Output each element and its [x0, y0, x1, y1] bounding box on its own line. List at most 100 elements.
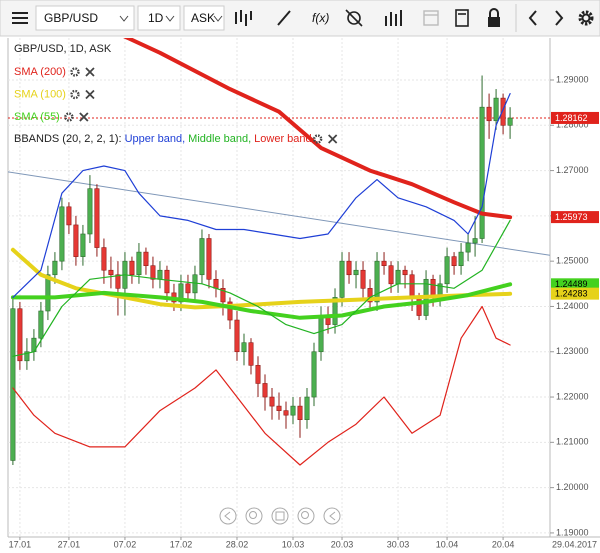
zoom-reset-button[interactable]	[271, 507, 289, 525]
y-tick-label: 1.21000	[556, 437, 589, 447]
arrow-icons	[224, 511, 336, 521]
indicator-line	[10, 282, 513, 320]
x-tick-label: 27.01	[58, 539, 81, 549]
symbol-select[interactable]	[35, 5, 135, 31]
symbol-label: GBP/USD	[44, 11, 98, 25]
candle-body	[297, 405, 303, 420]
settings-button[interactable]	[578, 10, 594, 26]
plot-area	[8, 38, 550, 466]
x-tick-label: 28.02	[226, 539, 249, 549]
candle-body	[213, 278, 219, 289]
candle-body	[136, 251, 142, 276]
legend-controls	[312, 134, 338, 144]
last-date: 29.04.2017	[552, 539, 597, 549]
indicator-line	[12, 305, 511, 466]
candle-body	[402, 269, 408, 276]
settings-icon[interactable]	[70, 67, 80, 77]
candle-body	[66, 206, 72, 226]
candle-body	[388, 265, 394, 285]
candle-body	[465, 242, 471, 253]
price-label: 1.25973	[555, 212, 588, 222]
candle-body	[479, 106, 485, 239]
price-label: 1.28162	[555, 113, 588, 123]
indicator-line	[12, 93, 511, 298]
legend: GBP/USD, 1D, ASK SMA (200) SMA (100) SMA (…	[14, 43, 338, 145]
remove-icon[interactable]	[79, 112, 89, 122]
candle-body	[360, 269, 366, 289]
zoom-in-button[interactable]	[297, 507, 315, 525]
indicators-button[interactable]: f(x)	[312, 11, 329, 25]
back-button[interactable]	[528, 10, 537, 26]
settings-icon[interactable]	[312, 134, 323, 144]
calendar-button[interactable]	[423, 10, 439, 26]
candle-body	[500, 97, 506, 126]
legend-entry: Upper band,	[125, 133, 186, 145]
candle-body	[10, 308, 16, 461]
candle-body	[444, 256, 450, 285]
y-tick-label: 1.27000	[556, 165, 589, 175]
candle-body	[290, 405, 296, 416]
candle-body	[255, 365, 261, 384]
remove-icon-stroke	[328, 134, 338, 144]
candle-body	[458, 251, 464, 266]
candle-body	[262, 383, 268, 398]
scroll-left-button[interactable]	[219, 507, 237, 525]
chart-type-button[interactable]	[235, 10, 252, 26]
y-tick-label: 1.20000	[556, 482, 589, 492]
candle-body	[234, 319, 240, 353]
dropdown-caret	[213, 15, 223, 22]
volume-button[interactable]	[385, 10, 402, 26]
legend-controls	[70, 89, 95, 100]
candle-body	[248, 342, 254, 366]
zoom-out-button[interactable]	[245, 507, 263, 525]
candle-body	[304, 396, 310, 420]
candle-body	[395, 269, 401, 285]
zoom-controls	[219, 507, 341, 525]
candle-body	[80, 233, 86, 257]
candle-body	[367, 288, 373, 303]
calculator-button[interactable]	[455, 9, 469, 27]
side-select[interactable]	[183, 5, 225, 31]
indicator-line	[123, 38, 513, 220]
candle-body	[59, 206, 65, 262]
candle-body	[374, 260, 380, 303]
trendline	[8, 171, 550, 256]
lock-button[interactable]	[488, 8, 500, 27]
candle-body	[108, 269, 114, 276]
candle-body	[101, 247, 107, 271]
y-tick-label: 1.22000	[556, 391, 589, 401]
remove-icon[interactable]	[85, 89, 95, 100]
candle-body	[73, 224, 79, 257]
menu-button[interactable]	[12, 12, 28, 24]
legend-entry: BBANDS (20, 2, 2, 1): Upper band, Middle b…	[14, 133, 312, 145]
candle-body	[311, 351, 317, 398]
x-tick-label: 17.01	[9, 539, 32, 549]
candle-body	[339, 260, 345, 298]
settings-icon[interactable]	[64, 112, 74, 122]
y-tick-label: 1.23000	[556, 346, 589, 356]
candle-body	[164, 269, 170, 294]
scroll-right-button[interactable]	[323, 507, 341, 525]
candle-body	[346, 260, 352, 276]
toolbar: GBP/USD 1D ASK f(x)	[0, 0, 600, 37]
candle-body	[206, 238, 212, 280]
dropdown-caret	[165, 15, 175, 22]
legend-entry: SMA (55)	[14, 111, 60, 123]
draw-button[interactable]	[277, 10, 291, 26]
remove-icon[interactable]	[328, 134, 338, 144]
legend-entry: SMA (100)	[14, 88, 66, 100]
dropdown-caret	[119, 15, 129, 22]
candle-body	[220, 288, 226, 303]
remove-icon[interactable]	[85, 67, 95, 77]
candle-body	[24, 351, 30, 362]
candle-body	[87, 188, 93, 235]
forward-button[interactable]	[555, 10, 564, 26]
settings-icon[interactable]	[70, 89, 80, 100]
x-tick-label: 17.02	[170, 539, 193, 549]
crosshair-button[interactable]	[345, 9, 363, 27]
candle-body	[472, 238, 478, 244]
candle-body	[178, 283, 184, 303]
candle-body	[115, 274, 121, 289]
candle-body	[269, 396, 275, 407]
